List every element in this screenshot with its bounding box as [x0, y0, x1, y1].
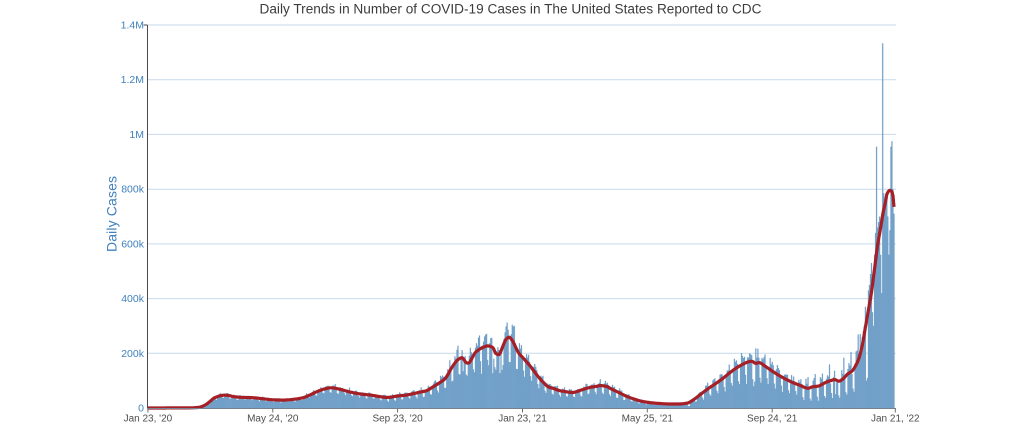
svg-text:0: 0: [138, 403, 144, 415]
svg-text:Sep 23, '20: Sep 23, '20: [372, 413, 423, 424]
svg-text:1.2M: 1.2M: [121, 74, 144, 86]
svg-text:1M: 1M: [129, 129, 144, 141]
svg-text:Jan 21, '22: Jan 21, '22: [871, 413, 920, 424]
svg-text:May 24, '20: May 24, '20: [247, 413, 299, 424]
svg-text:Daily Trends in Number of COVI: Daily Trends in Number of COVID-19 Cases…: [260, 2, 762, 17]
svg-text:200k: 200k: [121, 348, 145, 360]
svg-text:Sep 24, '21: Sep 24, '21: [747, 413, 798, 424]
svg-text:Daily Cases: Daily Cases: [104, 176, 120, 252]
svg-text:800k: 800k: [121, 184, 145, 196]
svg-text:400k: 400k: [121, 293, 145, 305]
svg-text:Jan 23, '20: Jan 23, '20: [124, 413, 173, 424]
svg-text:1.4M: 1.4M: [121, 20, 144, 32]
svg-text:May 25, '21: May 25, '21: [622, 413, 674, 424]
svg-text:Jan 23, '21: Jan 23, '21: [498, 413, 547, 424]
svg-text:600k: 600k: [121, 238, 145, 250]
